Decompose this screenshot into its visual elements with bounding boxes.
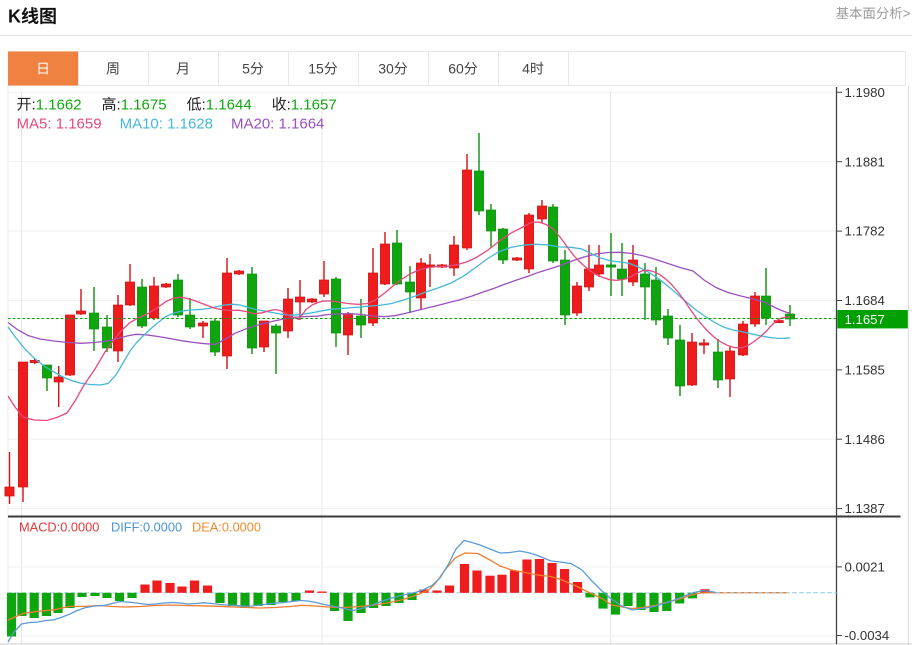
svg-text:1.1881: 1.1881 [845,154,885,169]
svg-text::: : [117,97,121,114]
svg-text:0.0021: 0.0021 [845,560,885,575]
svg-text:1.1628: 1.1628 [167,116,213,133]
svg-text:30: 30 [378,61,394,77]
svg-text::: : [287,97,291,114]
svg-text:>: > [903,6,911,21]
svg-text:15: 15 [308,61,324,77]
svg-text:MA5:: MA5: [17,116,52,133]
svg-text:0.0000: 0.0000 [143,520,182,535]
svg-text:60: 60 [448,61,464,77]
svg-text:1.1657: 1.1657 [845,312,885,327]
svg-text:MA10:: MA10: [120,116,163,133]
svg-text:1.1980: 1.1980 [845,85,885,100]
svg-text::: : [202,97,206,114]
svg-text:MA20:: MA20: [231,116,274,133]
svg-text:1.1644: 1.1644 [206,97,252,114]
svg-text:1.1664: 1.1664 [279,116,325,133]
svg-text:1.1659: 1.1659 [56,116,102,133]
svg-text:DIFF:: DIFF: [111,520,143,535]
svg-text:1.1387: 1.1387 [845,501,885,516]
svg-text:1.1662: 1.1662 [36,97,82,114]
svg-text:0.0000: 0.0000 [222,520,261,535]
svg-text:1.1782: 1.1782 [845,224,885,239]
svg-text:-0.0034: -0.0034 [845,628,890,643]
svg-text:MACD:: MACD: [19,520,60,535]
svg-text:DEA:: DEA: [192,520,222,535]
svg-text:1.1657: 1.1657 [291,97,337,114]
svg-text:4: 4 [522,61,530,77]
svg-text:5: 5 [242,61,250,77]
svg-text:1.1585: 1.1585 [845,363,885,378]
svg-text:0.0000: 0.0000 [60,520,99,535]
svg-text:1.1675: 1.1675 [121,97,167,114]
svg-text:K: K [8,7,21,27]
svg-text:1.1684: 1.1684 [845,293,885,308]
svg-text:1.1486: 1.1486 [845,432,885,447]
svg-text::: : [32,97,36,114]
